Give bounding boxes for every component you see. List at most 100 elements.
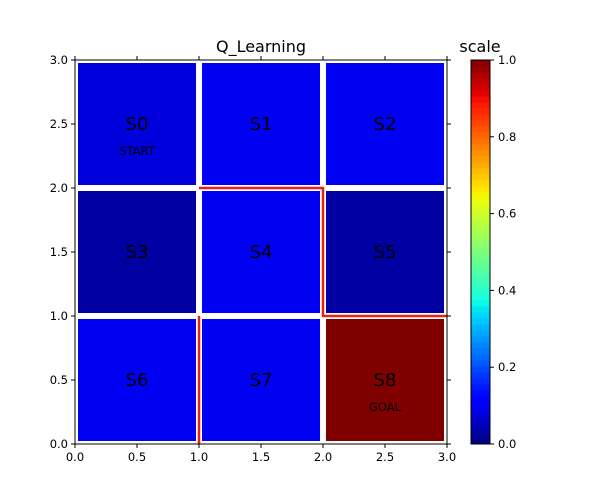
wall-line-1 xyxy=(199,186,447,318)
colorbar-segment xyxy=(471,420,490,427)
colorbar-segment xyxy=(471,228,490,235)
colorbar-segment xyxy=(471,108,490,115)
colorbar-segment xyxy=(471,210,490,217)
cell-s5 xyxy=(326,191,444,313)
colorbar: 0.0 0.2 0.4 0.6 0.8 1.0 xyxy=(470,53,516,451)
colorbar-segment xyxy=(471,366,490,373)
colorbar-segment xyxy=(471,384,490,391)
colorbar-segment xyxy=(471,60,490,67)
cell-label-s8: S8 xyxy=(374,370,397,391)
cell-s2 xyxy=(326,63,444,185)
y-tick-label: 2.5 xyxy=(50,117,68,131)
x-tick-label: 0.0 xyxy=(66,450,84,464)
colorbar-segment xyxy=(471,84,490,91)
cell-label-s6: S6 xyxy=(126,370,149,391)
colorbar-segment xyxy=(471,96,490,103)
colorbar-segment xyxy=(471,144,490,151)
colorbar-segment xyxy=(471,408,490,415)
colorbar-segment xyxy=(471,396,490,403)
cell-label-s3: S3 xyxy=(126,242,149,263)
colorbar-segment xyxy=(471,198,490,205)
colorbar-frame xyxy=(470,59,491,445)
colorbar-segment xyxy=(471,168,490,175)
cell-s8 xyxy=(326,319,444,441)
colorbar-segment xyxy=(471,276,490,283)
colorbar-segment xyxy=(471,324,490,331)
colorbar-segment xyxy=(471,378,490,385)
colorbar-segment xyxy=(471,120,490,127)
cell-label-s1: S1 xyxy=(250,114,273,135)
colorbar-segment xyxy=(471,264,490,271)
colorbar-segment xyxy=(471,432,490,439)
colorbar-segment xyxy=(471,174,490,181)
colorbar-segment xyxy=(471,336,490,343)
colorbar-segment xyxy=(471,222,490,229)
colorbar-tick-label: 0.8 xyxy=(498,130,516,144)
colorbar-segment xyxy=(471,240,490,247)
colorbar-segment xyxy=(471,186,490,193)
colorbar-segment xyxy=(471,282,490,289)
colorbar-segment xyxy=(471,312,490,319)
colorbar-segment xyxy=(471,294,490,301)
cell-label-s5: S5 xyxy=(374,242,397,263)
cell-sublabel-s0: START xyxy=(119,144,155,158)
colorbar-segment xyxy=(471,90,490,97)
x-tick-label: 2.0 xyxy=(314,450,332,464)
colorbar-segment xyxy=(471,258,490,265)
cell-label-s4: S4 xyxy=(250,242,273,263)
colorbar-segment xyxy=(471,156,490,163)
cell-s7 xyxy=(202,319,320,441)
colorbar-segment xyxy=(471,138,490,145)
colorbar-segment xyxy=(471,342,490,349)
x-tick-label: 1.5 xyxy=(252,450,270,464)
colorbar-segment xyxy=(471,426,490,433)
colorbar-tick-label: 0.6 xyxy=(498,207,516,221)
colorbar-segment xyxy=(471,216,490,223)
colorbar-segment xyxy=(471,234,490,241)
colorbar-tick-label: 0.4 xyxy=(498,283,516,297)
colorbar-segment xyxy=(471,126,490,133)
colorbar-tick-label: 1.0 xyxy=(498,53,516,67)
colorbar-segment xyxy=(471,348,490,355)
x-tick-label: 3.0 xyxy=(438,450,456,464)
colorbar-segment xyxy=(471,402,490,409)
colorbar-segment xyxy=(471,150,490,157)
colorbar-segment xyxy=(471,360,490,367)
colorbar-segment xyxy=(471,66,490,73)
colorbar-segment xyxy=(471,354,490,361)
colorbar-segment xyxy=(471,270,490,277)
colorbar-segment xyxy=(471,288,490,295)
cell-label-s0: S0 xyxy=(126,114,149,135)
colorbar-segment xyxy=(471,306,490,313)
cell-label-s2: S2 xyxy=(374,114,397,135)
cell-s3 xyxy=(78,191,196,313)
colorbar-segment xyxy=(471,114,490,121)
y-tick-label: 1.0 xyxy=(50,309,68,323)
colorbar-segment xyxy=(471,180,490,187)
cell-sublabel-s8: GOAL xyxy=(369,400,402,414)
colorbar-tick-label: 0.2 xyxy=(498,360,516,374)
colorbar-segment xyxy=(471,300,490,307)
x-tick-label: 1.0 xyxy=(190,450,208,464)
x-tick-label: 0.5 xyxy=(128,450,146,464)
y-tick-label: 0.0 xyxy=(50,437,68,451)
colorbar-tick-label: 0.0 xyxy=(498,437,516,451)
colorbar-segment xyxy=(471,438,490,445)
colorbar-segment xyxy=(471,372,490,379)
colorbar-segment xyxy=(471,414,490,421)
cell-s4 xyxy=(202,191,320,313)
cell-label-s7: S7 xyxy=(250,370,273,391)
colorbar-segment xyxy=(471,330,490,337)
y-tick-label: 0.5 xyxy=(50,373,68,387)
colorbar-segment xyxy=(471,72,490,79)
colorbar-title: scale xyxy=(459,37,500,56)
colorbar-segment xyxy=(471,318,490,325)
cell-s6 xyxy=(78,319,196,441)
y-tick-label: 3.0 xyxy=(50,53,68,67)
cell-s1 xyxy=(202,63,320,185)
colorbar-segment xyxy=(471,102,490,109)
colorbar-segment xyxy=(471,246,490,253)
chart-title: Q_Learning xyxy=(216,37,306,57)
cell-s0 xyxy=(78,63,196,185)
